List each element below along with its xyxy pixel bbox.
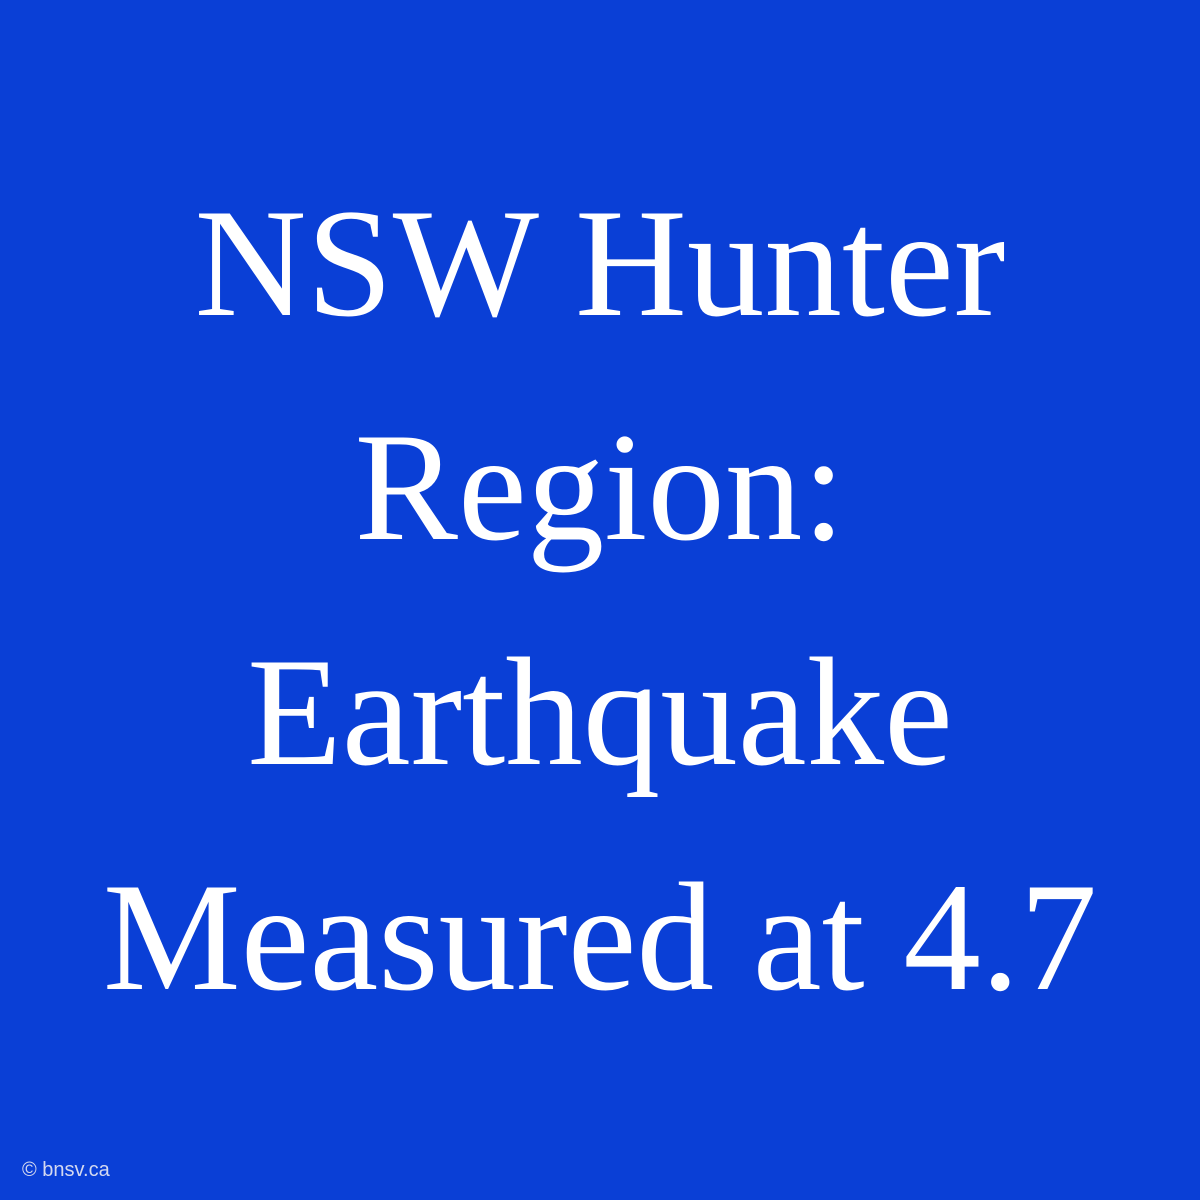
- headline-text: NSW Hunter Region: Earthquake Measured a…: [0, 151, 1200, 1050]
- attribution-text: © bnsv.ca: [22, 1159, 110, 1182]
- card-container: NSW Hunter Region: Earthquake Measured a…: [0, 0, 1200, 1200]
